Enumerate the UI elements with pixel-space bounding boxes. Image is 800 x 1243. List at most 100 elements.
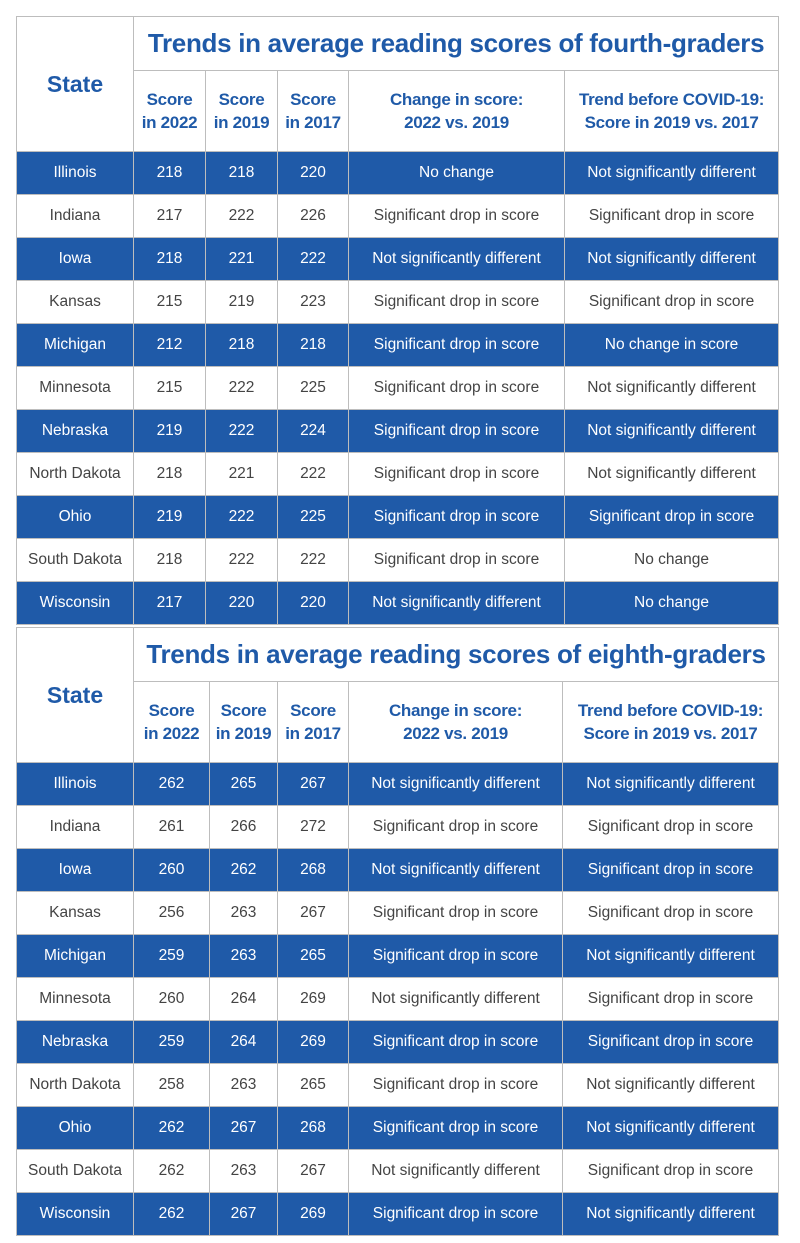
- score-2017-cell: 268: [277, 848, 349, 892]
- score-2022-cell: 219: [133, 409, 206, 453]
- state-cell: Minnesota: [16, 977, 134, 1021]
- change-cell: Significant drop in score: [348, 1106, 563, 1150]
- state-cell: Ohio: [16, 495, 134, 539]
- score-2019-cell: 222: [205, 538, 278, 582]
- score-2017-cell: 265: [277, 1063, 349, 1107]
- trend-cell: No change: [563, 581, 780, 625]
- score-2022-header: Score in 2022: [133, 681, 210, 763]
- score-2017-header: Score in 2017: [277, 70, 349, 152]
- header-line: 2022 vs. 2019: [404, 113, 509, 132]
- fourth-grade-table: State Trends in average reading scores o…: [16, 16, 780, 625]
- column-headers: Score in 2022 Score in 2019 Score in 2017 Chan…: [17, 681, 779, 763]
- header-line: in 2019: [215, 724, 272, 743]
- table-row: North Dakota 218 221 222 Significant drop in…: [16, 452, 780, 496]
- change-cell: Significant drop in score: [348, 934, 563, 978]
- change-cell: Not significantly different: [348, 1149, 563, 1193]
- score-2017-cell: 269: [277, 1192, 349, 1236]
- score-2022-cell: 215: [133, 366, 206, 410]
- change-cell: Significant drop in score: [348, 1192, 563, 1236]
- score-2017-cell: 226: [277, 194, 349, 238]
- table-row: North Dakota 258 263 265 Significant drop in…: [16, 1063, 779, 1107]
- score-2019-cell: 220: [205, 581, 278, 625]
- score-2022-cell: 262: [133, 1192, 210, 1236]
- score-2017-cell: 223: [277, 280, 349, 324]
- score-2017-cell: 269: [277, 1020, 349, 1064]
- table-row: Indiana 217 222 226 Significant drop in scor…: [16, 194, 780, 238]
- score-2019-cell: 218: [205, 151, 278, 195]
- table-row: Illinois 218 218 220 No change Not significan…: [16, 151, 780, 195]
- trend-cell: Not significantly different: [563, 452, 780, 496]
- state-cell: Kansas: [16, 891, 134, 935]
- change-cell: Significant drop in score: [348, 323, 565, 367]
- score-2019-cell: 267: [209, 1106, 278, 1150]
- score-2019-cell: 267: [209, 1192, 278, 1236]
- state-cell: Nebraska: [16, 409, 134, 453]
- score-2022-cell: 218: [133, 538, 206, 582]
- header-line: Change in score:: [389, 90, 524, 109]
- score-2019-cell: 263: [209, 1063, 278, 1107]
- table-row: Kansas 256 263 267 Significant drop in score…: [16, 891, 779, 935]
- change-cell: Not significantly different: [348, 848, 563, 892]
- column-headers: Score in 2022 Score in 2019 Score in 2017 Chan…: [17, 70, 780, 152]
- table-row: Ohio 219 222 225 Significant drop in score Si…: [16, 495, 780, 539]
- score-2019-cell: 263: [209, 891, 278, 935]
- score-2017-cell: 225: [277, 495, 349, 539]
- score-2017-cell: 220: [277, 581, 349, 625]
- score-2022-cell: 256: [133, 891, 210, 935]
- state-cell: Illinois: [16, 762, 134, 806]
- change-cell: No change: [348, 151, 565, 195]
- trend-cell: Significant drop in score: [563, 194, 780, 238]
- table-row: Iowa 260 262 268 Not significantly different…: [16, 848, 779, 892]
- score-2017-header: Score in 2017: [277, 681, 349, 763]
- score-2022-cell: 217: [133, 194, 206, 238]
- score-2022-cell: 212: [133, 323, 206, 367]
- score-2022-cell: 258: [133, 1063, 210, 1107]
- score-2019-cell: 222: [205, 366, 278, 410]
- header-line: Score in 2019 vs. 2017: [583, 724, 758, 743]
- change-cell: Not significantly different: [348, 977, 563, 1021]
- state-cell: Indiana: [16, 805, 134, 849]
- change-cell: Significant drop in score: [348, 194, 565, 238]
- state-cell: Iowa: [16, 237, 134, 281]
- table-row: Nebraska 259 264 269 Significant drop in sco…: [16, 1020, 779, 1064]
- state-cell: North Dakota: [16, 1063, 134, 1107]
- table-row: Ohio 262 267 268 Significant drop in score No…: [16, 1106, 779, 1150]
- score-2019-header: Score in 2019: [209, 681, 278, 763]
- score-2017-cell: 268: [277, 1106, 349, 1150]
- score-2017-cell: 225: [277, 366, 349, 410]
- table-row: Minnesota 215 222 225 Significant drop in sc…: [16, 366, 780, 410]
- trend-cell: Not significantly different: [563, 366, 780, 410]
- state-cell: Indiana: [16, 194, 134, 238]
- change-cell: Significant drop in score: [348, 1063, 563, 1107]
- score-2022-cell: 215: [133, 280, 206, 324]
- change-header: Change in score: 2022 vs. 2019: [348, 70, 565, 152]
- change-cell: Significant drop in score: [348, 891, 563, 935]
- state-cell: Michigan: [16, 934, 134, 978]
- score-2022-cell: 261: [133, 805, 210, 849]
- table-row: Wisconsin 262 267 269 Significant drop in sc…: [16, 1192, 779, 1236]
- score-2022-cell: 262: [133, 1106, 210, 1150]
- score-2022-cell: 260: [133, 848, 210, 892]
- change-cell: Not significantly different: [348, 762, 563, 806]
- header-line: in 2019: [213, 113, 270, 132]
- state-header: State: [16, 627, 134, 763]
- score-2022-cell: 217: [133, 581, 206, 625]
- score-2022-cell: 218: [133, 151, 206, 195]
- table-title: Trends in average reading scores of four…: [132, 16, 780, 71]
- header-line: in 2017: [285, 113, 341, 132]
- state-cell: Wisconsin: [16, 581, 134, 625]
- trend-cell: Significant drop in score: [562, 1149, 779, 1193]
- change-cell: Significant drop in score: [348, 538, 565, 582]
- score-2017-cell: 222: [277, 237, 349, 281]
- score-2017-cell: 269: [277, 977, 349, 1021]
- table-row: South Dakota 262 263 267 Not significantly d…: [16, 1149, 779, 1193]
- change-header: Change in score: 2022 vs. 2019: [348, 681, 563, 763]
- state-cell: Nebraska: [16, 1020, 134, 1064]
- state-cell: Iowa: [16, 848, 134, 892]
- header-line: Trend before COVID-19:: [578, 90, 765, 109]
- change-cell: Significant drop in score: [348, 452, 565, 496]
- score-2017-cell: 272: [277, 805, 349, 849]
- score-2019-cell: 263: [209, 934, 278, 978]
- trend-cell: Significant drop in score: [562, 805, 779, 849]
- header-line: 2022 vs. 2019: [403, 724, 508, 743]
